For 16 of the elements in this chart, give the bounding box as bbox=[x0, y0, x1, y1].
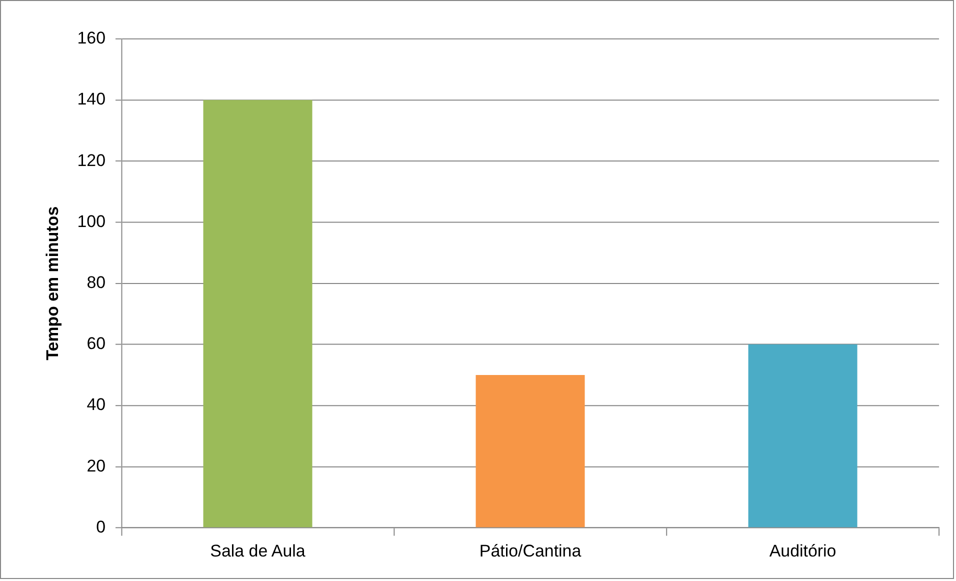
y-tick-label: 40 bbox=[86, 395, 106, 414]
y-tick-label: 160 bbox=[77, 28, 106, 48]
y-tick-label: 0 bbox=[96, 517, 106, 536]
bar bbox=[476, 374, 585, 528]
y-axis-title: Tempo em minutos bbox=[42, 206, 62, 360]
x-tick-label: Pátio/Cantina bbox=[479, 542, 582, 561]
bar bbox=[748, 344, 858, 528]
y-tick-label: 100 bbox=[77, 212, 106, 231]
y-tick-label: 140 bbox=[77, 90, 106, 109]
y-tick-label: 20 bbox=[86, 456, 106, 476]
y-tick-label: 80 bbox=[86, 273, 106, 292]
y-tick-label: 120 bbox=[77, 150, 106, 170]
bar bbox=[203, 100, 312, 528]
x-tick-label: Sala de Aula bbox=[210, 542, 306, 561]
y-tick-label: 60 bbox=[86, 334, 106, 354]
x-tick-label: Auditório bbox=[769, 542, 836, 561]
